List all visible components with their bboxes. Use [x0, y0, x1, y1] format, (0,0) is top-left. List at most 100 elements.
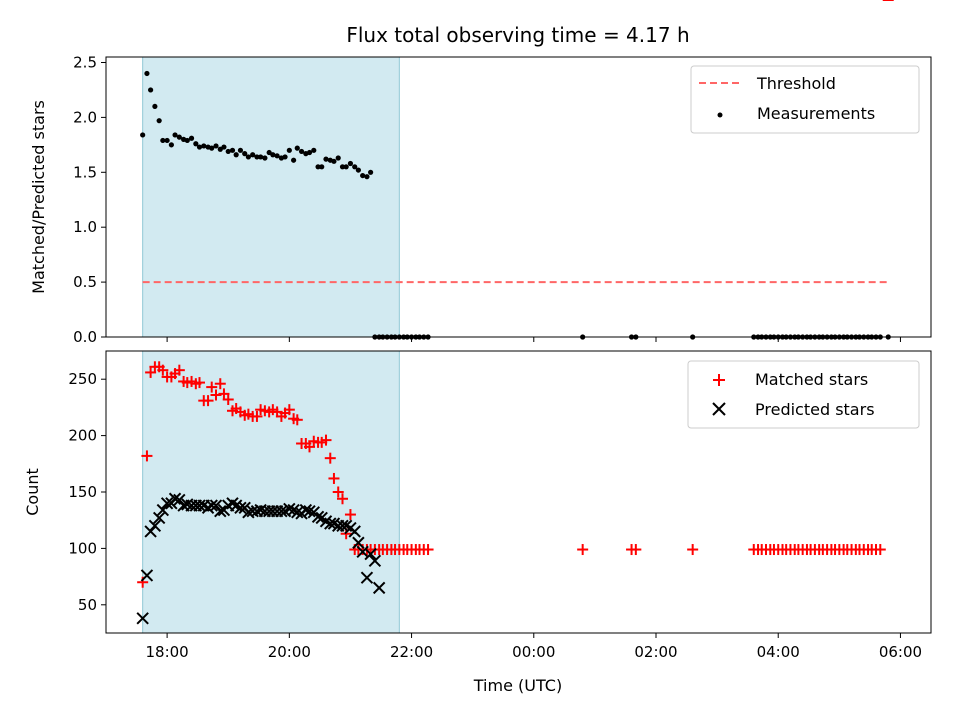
bottom-y-ticks: 50 100 150 200 250 — [68, 370, 106, 614]
predicted-point — [336, 519, 349, 533]
top-y-tick-label: 2.5 — [73, 53, 97, 71]
bottom-y-axis-label: Count — [23, 468, 42, 516]
predicted-point — [368, 554, 382, 568]
legend-measurements-label: Measurements — [757, 104, 875, 123]
matched-point — [422, 544, 434, 556]
chart-title: Flux total observing time = 4.17 h — [346, 23, 689, 47]
top-y-tick-label: 0.0 — [73, 328, 97, 346]
predicted-point — [275, 504, 288, 518]
top-y-axis-label: Matched/Predicted stars — [29, 100, 48, 294]
measurement-point — [233, 152, 239, 158]
legend-threshold-label: Threshold — [756, 74, 836, 93]
matched-point — [320, 434, 332, 446]
measurement-point — [245, 154, 251, 160]
matched-point — [344, 509, 356, 521]
measurement-point — [193, 141, 199, 147]
predicted-point — [148, 519, 162, 533]
predicted-point — [160, 497, 174, 510]
matched-point — [577, 544, 589, 556]
x-tick-label: 06:00 — [879, 643, 922, 661]
measurement-point — [360, 172, 366, 179]
x-tick-label: 18:00 — [145, 643, 188, 661]
matched-point — [630, 544, 642, 556]
predicted-point — [283, 502, 296, 516]
measurements-series — [140, 70, 891, 340]
measurement-point — [196, 144, 203, 150]
top-plot-frame — [105, 56, 932, 338]
measurement-point — [294, 145, 300, 151]
measurement-point — [209, 145, 215, 151]
legend-predicted-swatch — [712, 402, 726, 416]
measurement-point — [282, 154, 288, 160]
predicted-point — [214, 504, 227, 518]
predicted-point — [360, 571, 374, 584]
predicted-point — [205, 499, 218, 512]
measurement-point — [237, 147, 244, 153]
matched-point — [337, 493, 348, 505]
measurement-point — [274, 153, 280, 159]
matched-point — [194, 377, 205, 389]
top-observing-window — [142, 56, 400, 338]
bottom-y-tick-label: 250 — [68, 370, 97, 388]
measurement-point — [335, 155, 341, 161]
measurement-point — [331, 158, 337, 164]
matched-point — [324, 452, 336, 464]
predicted-point — [311, 510, 325, 524]
top-legend-box — [690, 65, 920, 134]
predicted-series — [136, 492, 386, 625]
measurement-point — [160, 137, 166, 144]
top-y-tick-label: 1.0 — [73, 218, 97, 236]
observing-window-band — [142, 350, 400, 634]
measurement-point — [343, 164, 349, 170]
x-tick-label: 02:00 — [634, 643, 677, 661]
predicted-point — [352, 536, 365, 549]
measurement-point — [172, 132, 178, 138]
measurement-point — [168, 142, 174, 148]
measurement-point — [258, 154, 264, 160]
bottom-y-tick-label: 100 — [68, 539, 97, 557]
measurement-point — [221, 144, 227, 150]
bottom-x-ticks: 18:00 20:00 22:00 00:00 02:00 04:00 06:00 — [145, 633, 922, 661]
measurement-point — [225, 148, 231, 155]
measurement-point — [242, 151, 248, 157]
x-tick-label: 04:00 — [757, 643, 800, 661]
bottom-legend: Matched stars Predicted stars — [687, 360, 920, 429]
measurement-point — [164, 137, 170, 144]
x-tick-label: 00:00 — [512, 643, 555, 661]
predicted-point — [152, 511, 166, 525]
measurement-point — [176, 134, 182, 140]
measurement-point — [229, 147, 236, 153]
top-legend: Threshold Measurements — [690, 65, 920, 134]
matched-point — [291, 414, 303, 426]
matched-point — [173, 364, 185, 376]
bottom-y-tick-label: 50 — [78, 596, 97, 614]
measurement-point — [368, 169, 374, 175]
predicted-point — [303, 504, 316, 518]
measurement-point — [140, 132, 146, 138]
matched-point — [141, 450, 153, 462]
measurement-point — [250, 152, 256, 158]
matched-point — [145, 366, 157, 378]
matched-point — [332, 486, 344, 498]
predicted-point — [372, 581, 386, 595]
matched-point — [328, 472, 340, 484]
measurement-point — [315, 164, 321, 170]
observing-window-band — [142, 56, 400, 338]
predicted-point — [140, 569, 154, 582]
measurement-point — [347, 160, 354, 167]
measurement-point — [355, 167, 361, 173]
matched-point — [206, 381, 218, 393]
predicted-point — [356, 545, 369, 558]
measurement-point — [291, 157, 297, 163]
measurement-point — [201, 143, 207, 149]
measurement-point — [298, 148, 305, 155]
bottom-panel: 50 100 150 200 250 18:00 20:00 22:00 00:00 02:00… — [23, 0, 932, 695]
predicted-point — [348, 525, 361, 538]
predicted-point — [168, 492, 182, 505]
matched-point — [157, 364, 169, 376]
legend-matched-swatch — [713, 374, 725, 386]
measurement-point — [270, 152, 276, 158]
matched-point — [210, 389, 222, 401]
